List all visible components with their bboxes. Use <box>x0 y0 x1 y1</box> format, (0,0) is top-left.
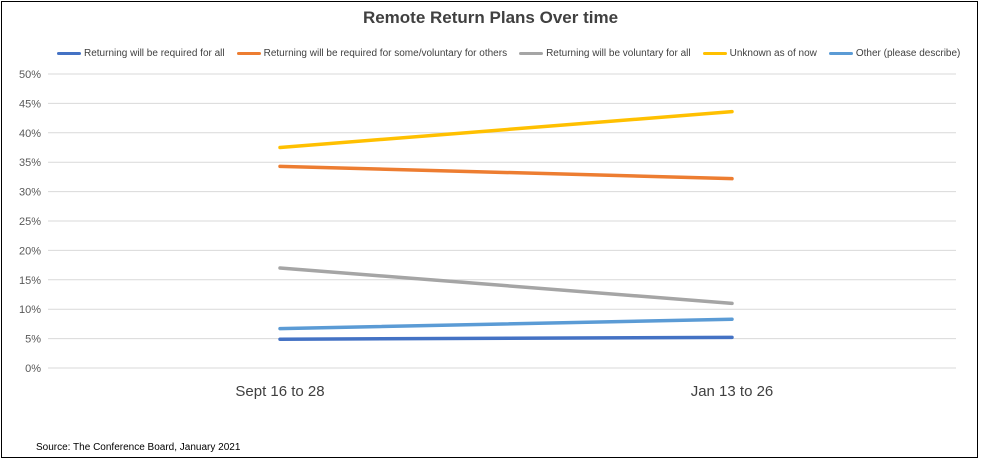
legend-swatch-other <box>828 52 853 55</box>
y-tick-label: 30% <box>19 187 41 199</box>
legend-item-voluntary-all: Returning will be voluntary for all <box>519 48 691 59</box>
series-line-0 <box>278 335 734 341</box>
legend-swatch-required-all <box>57 52 81 55</box>
legend-label-other: Other (please describe) <box>855 48 961 59</box>
y-tick-label: 10% <box>19 304 41 316</box>
series-line-3 <box>278 109 734 150</box>
legend-item-other: Other (please describe) <box>828 48 961 59</box>
y-tick-label: 5% <box>25 334 41 346</box>
legend-swatch-unknown <box>702 52 727 55</box>
x-tick-label: Jan 13 to 26 <box>691 383 774 400</box>
y-tick-label: 50% <box>19 69 41 81</box>
series-line-4 <box>278 317 734 331</box>
y-tick-label: 40% <box>19 128 41 140</box>
source-note: Source: The Conference Board, January 20… <box>36 442 241 453</box>
legend-item-unknown: Unknown as of now <box>702 48 817 59</box>
series-line-1 <box>278 164 734 181</box>
legend-label-unknown: Unknown as of now <box>729 48 817 59</box>
legend-label-required-some: Returning will be required for some/volu… <box>263 48 508 59</box>
y-tick-label: 25% <box>19 216 41 228</box>
y-tick-label: 15% <box>19 275 41 287</box>
legend-swatch-voluntary-all <box>519 52 544 55</box>
chart-legend: Returning will be required for all Retur… <box>57 48 972 59</box>
y-tick-label: 20% <box>19 245 41 257</box>
legend-label-voluntary-all: Returning will be voluntary for all <box>546 48 691 59</box>
legend-swatch-required-some <box>236 52 261 55</box>
y-tick-label: 45% <box>19 98 41 110</box>
y-tick-label: 0% <box>25 363 41 375</box>
legend-item-required-some: Returning will be required for some/volu… <box>236 48 508 59</box>
legend-item-required-all: Returning will be required for all <box>57 48 225 59</box>
y-tick-label: 35% <box>19 157 41 169</box>
x-tick-label: Sept 16 to 28 <box>235 383 324 400</box>
legend-label-required-all: Returning will be required for all <box>84 48 225 59</box>
chart-title: Remote Return Plans Over time <box>362 8 619 27</box>
series-line-2 <box>278 266 734 306</box>
